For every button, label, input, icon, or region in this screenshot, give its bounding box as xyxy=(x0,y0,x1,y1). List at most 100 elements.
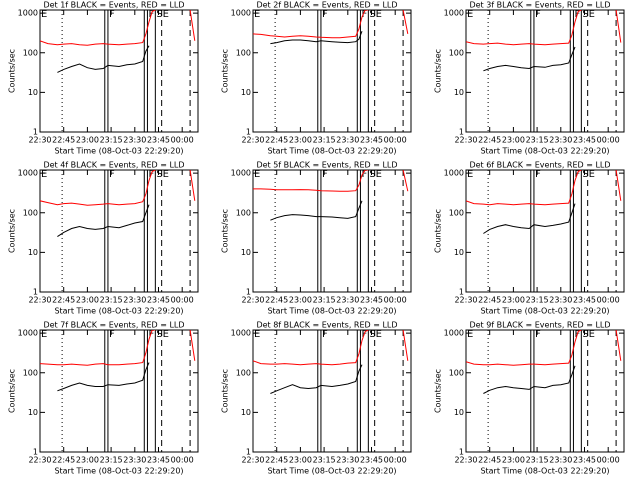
y-axis-label: Counts/sec xyxy=(8,49,17,93)
series-line xyxy=(57,362,150,392)
y-tick-label: 100 xyxy=(23,48,38,57)
y-tick-label: 100 xyxy=(449,48,464,57)
annotation: F xyxy=(322,169,328,180)
x-tick-label: 23:45 xyxy=(360,136,383,145)
series-line xyxy=(40,330,196,366)
y-tick-label: 10 xyxy=(28,88,38,97)
x-tick-label: 22:30 xyxy=(28,136,51,145)
x-tick-label: 23:30 xyxy=(549,136,572,145)
annotation: F xyxy=(109,169,115,180)
y-tick-label: 1 xyxy=(459,448,464,457)
annotation: E xyxy=(41,169,47,180)
x-tick-label: 23:15 xyxy=(100,296,123,305)
x-tick-label: 00:00 xyxy=(597,296,620,305)
series-line xyxy=(466,10,622,46)
x-tick-label: 00:00 xyxy=(597,456,620,465)
x-tick-label: 23:30 xyxy=(123,456,146,465)
series-line xyxy=(253,330,409,366)
y-tick-label: 100 xyxy=(449,368,464,377)
annotation: E xyxy=(467,329,473,340)
x-tick-label: 22:30 xyxy=(241,456,264,465)
series-line xyxy=(483,46,576,72)
annotation: F xyxy=(535,9,541,20)
x-tick-label: 23:45 xyxy=(573,136,596,145)
x-tick-label: 22:45 xyxy=(265,136,288,145)
x-tick-label: 23:30 xyxy=(549,456,572,465)
chart-title: Det 7f BLACK = Events, RED = LLD xyxy=(43,321,184,330)
panel: Det 7f BLACK = Events, RED = LLD Start Ti… xyxy=(8,321,199,476)
plot-frame xyxy=(465,329,625,453)
y-tick-label: 1000 xyxy=(18,329,38,338)
y-tick-label: 1 xyxy=(33,128,38,137)
series-line xyxy=(466,330,622,366)
x-axis-label: Start Time (08-Oct-03 22:29:20) xyxy=(267,147,396,156)
y-tick-label: 100 xyxy=(449,208,464,217)
x-tick-label: 00:00 xyxy=(597,136,620,145)
x-tick-label: 23:00 xyxy=(76,136,99,145)
x-tick-label: 23:30 xyxy=(123,296,146,305)
y-tick-label: 10 xyxy=(241,248,251,257)
x-tick-label: 23:30 xyxy=(123,136,146,145)
x-axis-label: Start Time (08-Oct-03 22:29:20) xyxy=(54,307,183,316)
annotation: SE xyxy=(156,329,169,340)
x-tick-label: 22:45 xyxy=(52,136,75,145)
x-tick-label: 23:00 xyxy=(289,296,312,305)
x-tick-label: 23:15 xyxy=(100,456,123,465)
y-axis-label: Counts/sec xyxy=(221,369,230,413)
x-tick-label: 22:30 xyxy=(454,456,477,465)
x-tick-label: 22:30 xyxy=(241,296,264,305)
y-axis-label: Counts/sec xyxy=(434,49,443,93)
panel: Det 6f BLACK = Events, RED = LLD Start Ti… xyxy=(434,161,625,316)
x-axis-label: Start Time (08-Oct-03 22:29:20) xyxy=(480,147,609,156)
series-line xyxy=(466,170,622,206)
series-line xyxy=(483,365,576,394)
y-axis-label: Counts/sec xyxy=(221,49,230,93)
x-tick-label: 23:45 xyxy=(573,296,596,305)
x-axis-label: Start Time (08-Oct-03 22:29:20) xyxy=(54,467,183,476)
plot-frame xyxy=(465,169,625,293)
annotation: F xyxy=(361,9,367,20)
annotation: SE xyxy=(582,169,595,180)
series-line xyxy=(253,10,409,39)
x-tick-label: 23:45 xyxy=(147,136,170,145)
annotation: E xyxy=(254,329,260,340)
x-tick-label: 22:45 xyxy=(478,456,501,465)
y-tick-label: 1 xyxy=(246,448,251,457)
x-tick-label: 00:00 xyxy=(171,136,194,145)
annotation: F xyxy=(535,169,541,180)
annotation: F xyxy=(535,329,541,340)
series-line xyxy=(40,170,196,206)
chart-title: Det 3f BLACK = Events, RED = LLD xyxy=(469,1,610,10)
annotation: SE xyxy=(156,9,169,20)
x-tick-label: 00:00 xyxy=(384,136,407,145)
x-tick-label: 22:45 xyxy=(52,456,75,465)
y-tick-label: 10 xyxy=(28,408,38,417)
y-tick-label: 1000 xyxy=(231,9,251,18)
chart-title: Det 4f BLACK = Events, RED = LLD xyxy=(43,161,184,170)
y-tick-label: 1000 xyxy=(18,9,38,18)
y-tick-label: 1 xyxy=(33,288,38,297)
x-axis-label: Start Time (08-Oct-03 22:29:20) xyxy=(480,467,609,476)
y-tick-label: 100 xyxy=(236,368,251,377)
y-axis-label: Counts/sec xyxy=(8,369,17,413)
plot-frame xyxy=(252,329,412,453)
x-tick-label: 22:45 xyxy=(52,296,75,305)
chart-title: Det 2f BLACK = Events, RED = LLD xyxy=(256,1,397,10)
annotation: SE xyxy=(369,9,382,20)
panel: Det 1f BLACK = Events, RED = LLD Start Ti… xyxy=(8,1,199,156)
y-tick-label: 1 xyxy=(246,288,251,297)
annotation: F xyxy=(361,169,367,180)
annotation: E xyxy=(254,169,260,180)
series-line xyxy=(40,10,196,46)
chart-title: Det 5f BLACK = Events, RED = LLD xyxy=(256,161,397,170)
x-tick-label: 23:00 xyxy=(76,296,99,305)
chart-title: Det 1f BLACK = Events, RED = LLD xyxy=(43,1,184,10)
x-axis-label: Start Time (08-Oct-03 22:29:20) xyxy=(267,467,396,476)
y-tick-label: 10 xyxy=(241,88,251,97)
annotation: F xyxy=(148,329,154,340)
x-tick-label: 23:30 xyxy=(336,136,359,145)
y-tick-label: 1 xyxy=(459,128,464,137)
y-axis-label: Counts/sec xyxy=(221,209,230,253)
y-tick-label: 10 xyxy=(241,408,251,417)
y-tick-label: 100 xyxy=(236,48,251,57)
